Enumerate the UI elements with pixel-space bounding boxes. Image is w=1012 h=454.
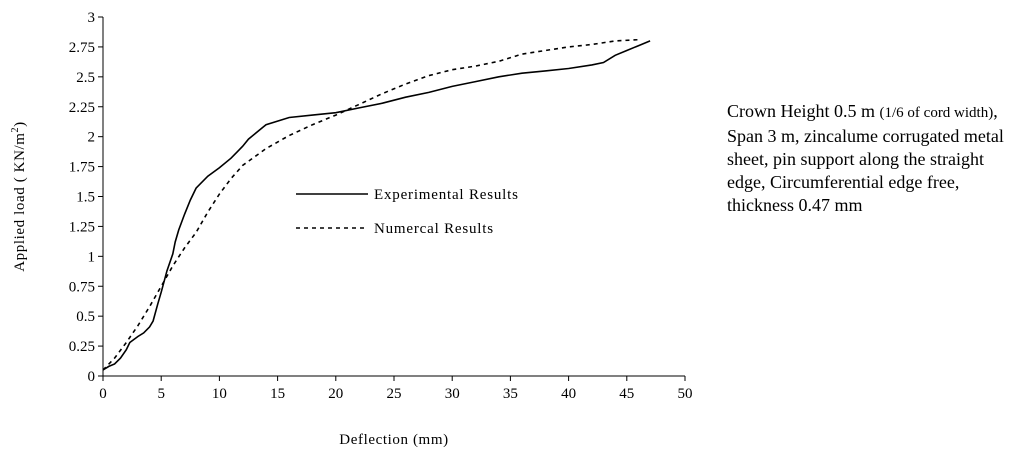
x-tick-label: 10 [212,386,227,402]
series-line-experimental [102,40,651,371]
y-axis-title-main: Applied load ( KN/m [12,132,28,271]
chart-annotation: Crown Height 0.5 m (1/6 of cord width), … [727,100,1012,217]
x-axis-title: Deflection (mm) [339,432,448,448]
x-tick-label: 40 [561,386,576,402]
x-tick-label: 35 [503,386,518,402]
annotation-details: , Span 3 m, zincalume corrugated metal s… [727,101,1004,215]
y-tick-label: 1.25 [69,219,95,235]
ticks: 0 5 10 15 20 25 30 35 40 45 50 0 0.25 0.5 0.75 1 1.25 1.5… [69,10,693,402]
y-tick-label: 0.75 [69,279,95,295]
y-tick-label: 2.25 [69,100,95,116]
y-tick-label: 0 [88,369,96,385]
legend: Experimental Results Numercal Results [296,187,519,237]
y-tick-label: 1.75 [69,160,95,176]
legend-label-numerical: Numercal Results [374,221,494,237]
y-tick-label: 1.5 [76,190,95,206]
y-tick-label: 0.5 [76,309,95,325]
series-lines [102,38,651,371]
legend-label-experimental: Experimental Results [374,187,519,203]
x-tick-label: 20 [328,386,343,402]
x-tick-label: 15 [270,386,285,402]
x-tick-label: 45 [619,386,634,402]
annotation-crown-height: Crown Height 0.5 m [727,101,880,121]
x-tick-label: 50 [678,386,693,402]
y-tick-label: 2.75 [69,40,95,56]
x-tick-label: 25 [387,386,402,402]
y-tick-label: 2.5 [76,70,95,86]
annotation-cord-width: (1/6 of cord width) [879,105,994,121]
x-tick-label: 0 [99,386,107,402]
y-tick-label: 3 [88,10,96,26]
y-tick-label: 2 [88,130,96,146]
x-tick-label: 30 [445,386,460,402]
y-axis-title: Applied load ( KN/m2) [10,121,28,272]
y-axis-title-sup: 2 [10,127,21,133]
y-axis-title-close: ) [12,121,28,127]
series-line-numerical [102,38,639,371]
y-tick-label: 1 [88,249,96,265]
x-tick-label: 5 [157,386,165,402]
y-tick-label: 0.25 [69,339,95,355]
